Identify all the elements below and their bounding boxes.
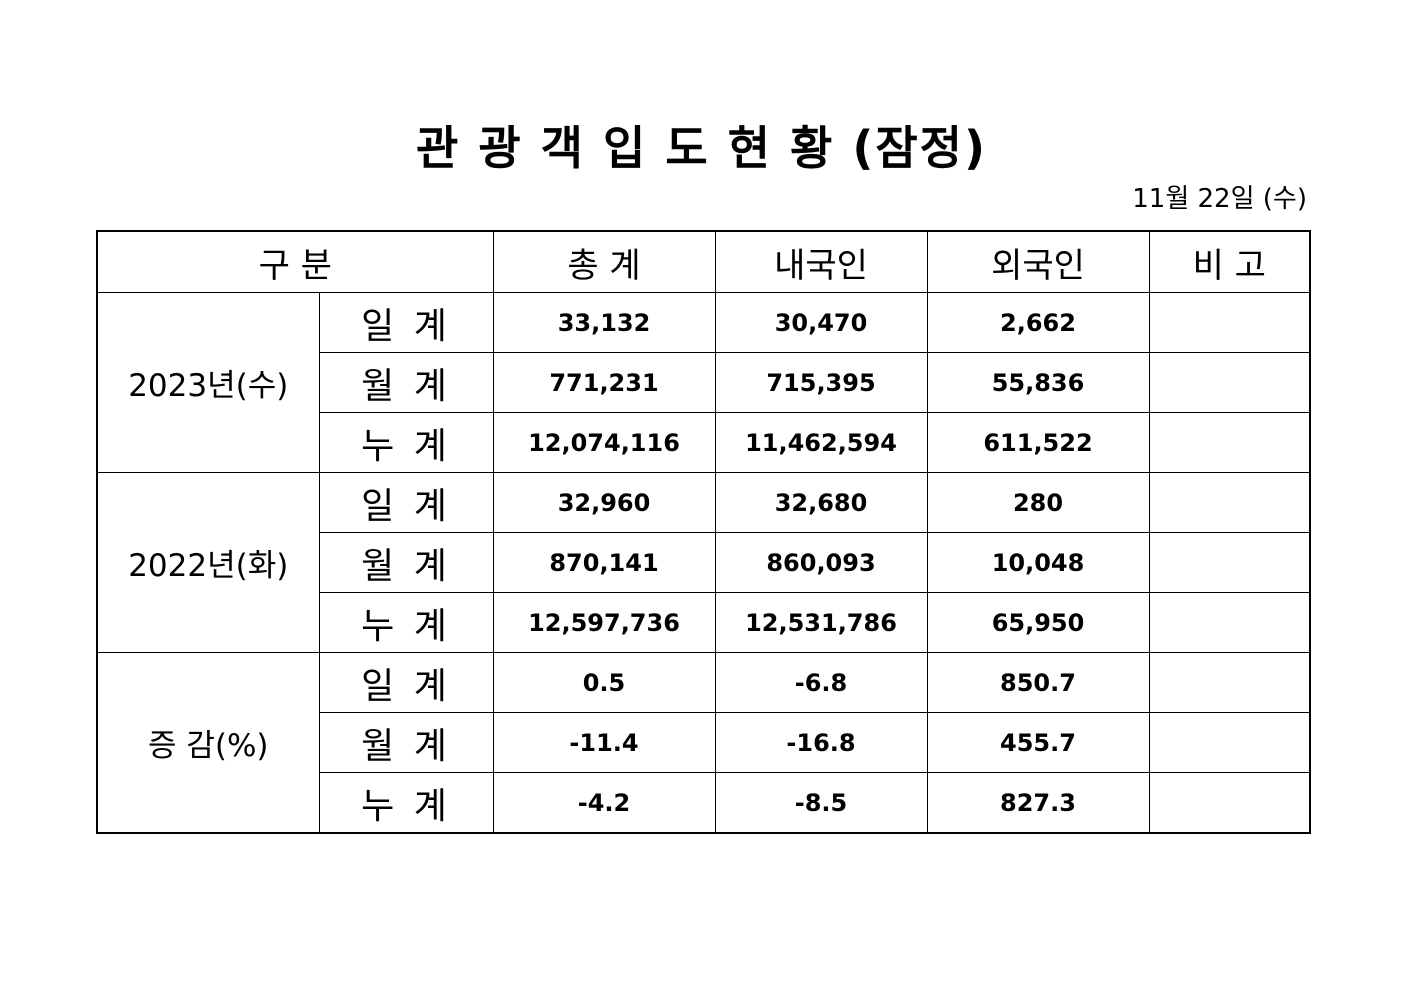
value-cell: 870,141 xyxy=(492,532,716,593)
value-cell: -16.8 xyxy=(714,712,928,773)
title: 관 광 객 입 도 현 황 (잠정) xyxy=(415,121,988,175)
remark-cell xyxy=(1148,292,1311,353)
value-cell: 65,950 xyxy=(926,592,1150,653)
remark-cell xyxy=(1148,712,1311,773)
value-cell: 10,048 xyxy=(926,532,1150,593)
group-label: 2023년(수) xyxy=(96,292,320,473)
value-cell: 12,074,116 xyxy=(492,412,716,473)
column-header: 구 분 xyxy=(96,230,494,293)
row-label: 누 계 xyxy=(318,772,494,834)
data-row: 누 계 -4.2 -8.5 827.3 xyxy=(97,772,1311,834)
value-cell: 827.3 xyxy=(926,772,1150,834)
value-cell: 33,132 xyxy=(492,292,716,353)
remark-cell xyxy=(1148,772,1311,834)
value-cell: 715,395 xyxy=(714,352,928,413)
group-label: 증 감(%) xyxy=(96,652,320,834)
data-row: 월 계 870,141 860,093 10,048 xyxy=(97,532,1311,593)
remark-cell xyxy=(1148,652,1311,713)
value-cell: -6.8 xyxy=(714,652,928,713)
remark-cell xyxy=(1148,592,1311,653)
remark-cell xyxy=(1148,412,1311,473)
data-row: 누 계 12,074,116 11,462,594 611,522 xyxy=(97,412,1311,473)
value-cell: 611,522 xyxy=(926,412,1150,473)
column-header: 총 계 xyxy=(492,230,716,293)
value-cell: 0.5 xyxy=(492,652,716,713)
data-row: 2022년(화) 일 계 32,960 32,680 280 xyxy=(96,472,1311,653)
row-label: 일 계 xyxy=(318,292,494,353)
row-label: 누 계 xyxy=(318,412,494,473)
value-cell: 32,960 xyxy=(492,472,716,533)
data-row: 누 계 12,597,736 12,531,786 65,950 xyxy=(97,592,1311,653)
column-header: 비 고 xyxy=(1148,230,1311,293)
row-label: 월 계 xyxy=(318,352,494,413)
value-cell: 12,531,786 xyxy=(714,592,928,653)
remark-cell xyxy=(1148,352,1311,413)
row-label: 누 계 xyxy=(318,592,494,653)
remark-cell xyxy=(1148,472,1311,533)
value-cell: 55,836 xyxy=(926,352,1150,413)
value-cell: -11.4 xyxy=(492,712,716,773)
value-cell: 850.7 xyxy=(926,652,1150,713)
value-cell: -4.2 xyxy=(492,772,716,834)
value-cell: 2,662 xyxy=(926,292,1150,353)
value-cell: 12,597,736 xyxy=(492,592,716,653)
value-cell: 280 xyxy=(926,472,1150,533)
value-cell: 860,093 xyxy=(714,532,928,593)
data-row: 월 계 -11.4 -16.8 455.7 xyxy=(97,712,1311,773)
row-label: 일 계 xyxy=(318,472,494,533)
column-header: 외국인 xyxy=(926,230,1150,293)
value-cell: -8.5 xyxy=(714,772,928,834)
value-cell: 771,231 xyxy=(492,352,716,413)
remark-cell xyxy=(1148,532,1311,593)
data-row: 2023년(수) 일 계 33,132 30,470 2,662 xyxy=(96,292,1311,473)
row-label: 월 계 xyxy=(318,712,494,773)
data-row: 증 감(%) 일 계 0.5 -6.8 850.7 xyxy=(96,652,1311,834)
value-cell: 32,680 xyxy=(714,472,928,533)
value-cell: 455.7 xyxy=(926,712,1150,773)
row-label: 월 계 xyxy=(318,532,494,593)
value-cell: 11,462,594 xyxy=(714,412,928,473)
row-label: 일 계 xyxy=(318,652,494,713)
table-body: 2023년(수) 일 계 33,132 30,470 2,662 월 계 771,231 71… xyxy=(96,292,1311,834)
column-header: 내국인 xyxy=(714,230,928,293)
value-cell: 30,470 xyxy=(714,292,928,353)
group-label: 2022년(화) xyxy=(96,472,320,653)
date: 11월 22일 (수) xyxy=(1132,184,1307,214)
